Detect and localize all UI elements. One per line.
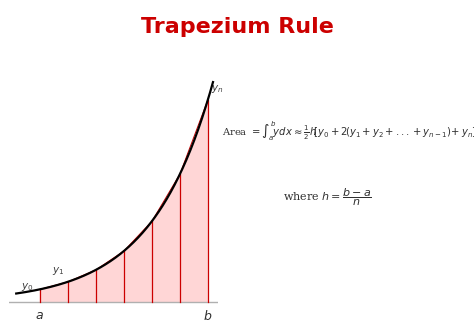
Text: $a$: $a$ <box>36 309 44 322</box>
Text: $y_1$: $y_1$ <box>52 265 64 277</box>
Polygon shape <box>40 100 208 302</box>
Text: Trapezium Rule: Trapezium Rule <box>141 17 333 37</box>
Text: $b$: $b$ <box>203 309 213 323</box>
Text: Area $= \int_a^b\! ydx \approx \frac{1}{2}h\!\left[y_0 + 2\!\left(y_1 + y_2 + ..: Area $= \int_a^b\! ydx \approx \frac{1}{… <box>222 119 474 143</box>
Text: where $h = \dfrac{b-a}{n}$: where $h = \dfrac{b-a}{n}$ <box>283 186 372 207</box>
Text: $y_n$: $y_n$ <box>210 82 223 95</box>
Text: $y_0$: $y_0$ <box>21 281 34 293</box>
